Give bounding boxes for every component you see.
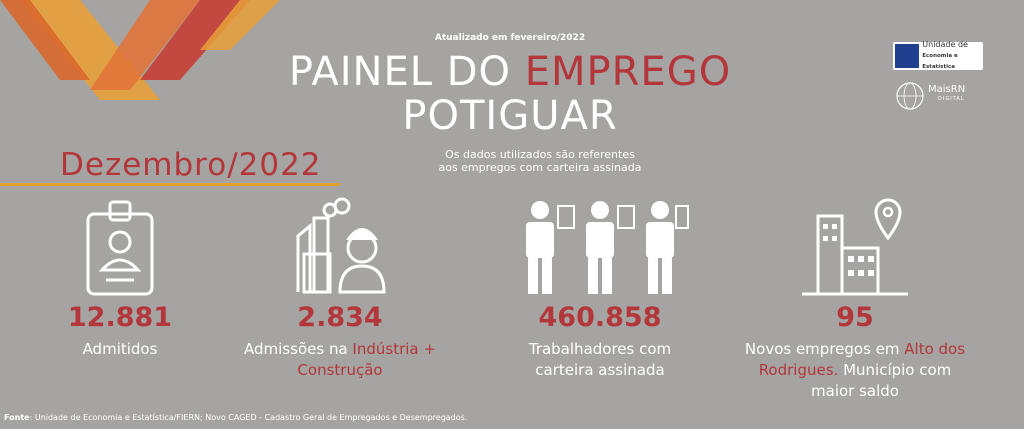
- source-label: Fonte: [4, 413, 30, 422]
- factory-worker-icon: [296, 197, 386, 294]
- month-label: Dezembro/2022: [60, 147, 322, 183]
- mais-rn-sub: DIGITAL: [938, 96, 965, 102]
- stat-trabalhadores: 460.858 Trabalhadores com carteira assin…: [505, 196, 695, 381]
- label-line2: carteira assinada: [535, 361, 665, 379]
- label-prefix: Novos empregos em: [744, 340, 905, 358]
- stat-label: Trabalhadores com carteira assinada: [505, 339, 695, 381]
- title-part1: PAINEL DO: [288, 49, 525, 95]
- decorative-ribbons: [0, 0, 280, 100]
- label-suffix: Município com: [838, 361, 952, 379]
- id-badge-icon: [86, 200, 154, 296]
- logo-unit-line2: Economia e Estatística: [922, 53, 958, 70]
- stat-label: Novos empregos em Alto dos Rodrigues. Mu…: [735, 339, 975, 402]
- note-line1: Os dados utilizados são referentes: [445, 148, 635, 161]
- label-line3: maior saldo: [811, 382, 899, 400]
- stat-value: 12.881: [67, 302, 173, 333]
- label-highlight: Indústria +: [352, 340, 436, 358]
- stat-label: Admitidos: [82, 340, 158, 358]
- label-highlight: Alto dos: [904, 340, 966, 358]
- source-text: : Unidade de Economia e Estatística/FIER…: [29, 413, 468, 422]
- stat-admitidos: 12.881 Admitidos: [50, 196, 190, 360]
- note-line2: aos empregos com carteira assinada: [438, 161, 642, 174]
- title-line2: POTIGUAR: [402, 93, 618, 139]
- stat-industria: 2.834 Admissões na Indústria + Construçã…: [235, 196, 445, 381]
- mais-rn-logo: MaisRN: [928, 84, 966, 95]
- stat-value: 2.834: [297, 302, 383, 333]
- label-line2: Construção: [297, 361, 383, 379]
- stat-value: 460.858: [538, 302, 662, 333]
- fiern-logo-icon: [895, 44, 920, 68]
- workers-icon: [526, 201, 689, 294]
- stat-value: 95: [836, 302, 874, 333]
- title-highlight: EMPREGO: [524, 49, 732, 95]
- stat-municipio: 95 Novos empregos em Alto dos Rodrigues.…: [735, 196, 975, 402]
- label-highlight2: Rodrigues.: [758, 361, 839, 379]
- page-title: PAINEL DO EMPREGO POTIGUAR: [240, 50, 780, 138]
- globe-icon: [896, 82, 924, 110]
- city-location-icon: [802, 198, 908, 296]
- data-note: Os dados utilizados são referentes aos e…: [400, 148, 680, 174]
- label-prefix: Admissões na: [244, 340, 353, 358]
- unidade-economia-logo: Unidade de Economia e Estatística: [893, 40, 983, 70]
- stat-label: Admissões na Indústria + Construção: [235, 339, 445, 381]
- source-note: Fonte: Unidade de Economia e Estatística…: [4, 413, 467, 422]
- label-line1: Trabalhadores com: [528, 340, 672, 358]
- updated-date: Atualizado em fevereiro/2022: [434, 33, 586, 43]
- month-underline: [0, 183, 340, 186]
- logo-unit-line1: Unidade de: [922, 40, 968, 49]
